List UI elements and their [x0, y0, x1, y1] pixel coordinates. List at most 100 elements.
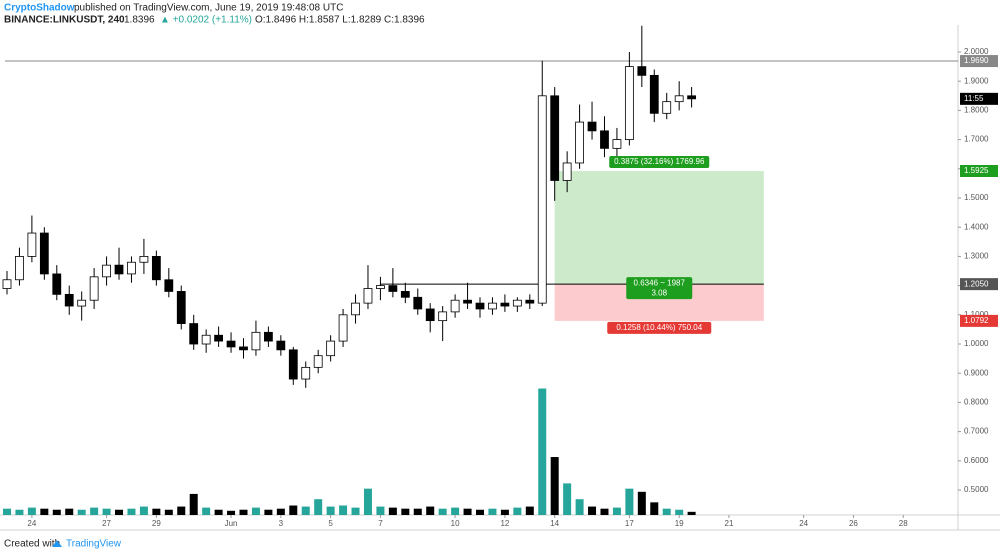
y-tick-label: 1.4000 [964, 222, 989, 231]
candle-body [575, 121, 584, 164]
candle-body [376, 285, 385, 289]
center-box [626, 277, 693, 300]
change: ▲ +0.0202 (+1.11%) [160, 15, 252, 26]
candle-body [674, 95, 684, 103]
volume-bar [227, 510, 236, 515]
volume-bar [189, 493, 198, 515]
candle-body [600, 130, 609, 149]
y-tick-label: 1.5000 [964, 193, 989, 202]
candle-body [139, 256, 149, 263]
candle-body [189, 323, 199, 345]
volume-bar [339, 505, 348, 515]
center-text: 3.08 [651, 288, 667, 297]
volume-bar [662, 508, 671, 515]
x-tick-label: 7 [378, 519, 383, 528]
candle-body [39, 232, 49, 275]
candle-body [89, 276, 99, 301]
volume-bar [376, 506, 385, 515]
y-tick-label: 1.1000 [964, 310, 989, 319]
candle-body [351, 302, 360, 316]
x-tick-label: 28 [899, 519, 908, 528]
volume-bar [65, 508, 74, 515]
candle-body [475, 302, 485, 310]
volume-bar [451, 507, 460, 515]
volume-bar [650, 502, 659, 515]
candle-body [637, 66, 647, 76]
candle-body [27, 232, 37, 257]
candle-body [301, 366, 311, 380]
volume-bar [90, 507, 99, 515]
x-tick-label: 5 [328, 519, 333, 528]
y-tick-label: 1.8000 [964, 106, 989, 115]
candle-body [151, 256, 161, 281]
volume-bar [488, 508, 497, 515]
y-tick-label: 0.6000 [964, 456, 989, 465]
volume-bar [563, 483, 572, 515]
volume-bar [463, 508, 472, 515]
y-tick-label: 2.0000 [964, 47, 989, 56]
candle-body [276, 340, 286, 351]
last-price: 1.8396 [124, 15, 155, 26]
entry-label: 1.2050 [964, 279, 989, 288]
volume-bar [625, 488, 634, 515]
x-tick-label: 26 [849, 519, 858, 528]
y-tick-label: 1.7000 [964, 135, 989, 144]
candle-body [214, 334, 224, 342]
countdown: 11:55 [964, 94, 984, 103]
volume-bar [27, 507, 36, 515]
volume-bar [314, 499, 323, 515]
footer-created: Created with [4, 539, 60, 550]
volume-bar [264, 509, 273, 515]
symbol: BINANCE:LINKUSDT, 240 [4, 15, 125, 26]
volume-bar [363, 488, 372, 515]
volume-bar [600, 508, 609, 515]
candle-body [612, 139, 622, 149]
candle-body [338, 314, 348, 342]
x-tick-label: 14 [550, 519, 559, 528]
candle-body [500, 302, 510, 307]
candle-body [562, 162, 572, 181]
volume-bar [251, 507, 260, 515]
ohlc: O:1.8496 H:1.8587 L:1.8289 C:1.8396 [255, 15, 425, 26]
volume-bar [2, 508, 11, 515]
stop-label: 1.0792 [964, 316, 989, 325]
candle-body [326, 340, 336, 357]
candle-body [550, 95, 560, 181]
y-tick-label: 1.0000 [964, 339, 989, 348]
x-tick-label: 24 [27, 519, 36, 528]
candle-body [425, 308, 435, 322]
y-tick-label: 0.9000 [964, 368, 989, 377]
y-tick-label: 1.9000 [964, 76, 989, 85]
candle-body [687, 95, 697, 100]
volume-bar [388, 507, 397, 515]
brand-logo [52, 540, 62, 547]
x-tick-label: 27 [102, 519, 111, 528]
volume-bar [127, 508, 136, 515]
volume-bar [326, 506, 335, 515]
candle-body [313, 355, 323, 368]
x-tick-label: 12 [500, 519, 509, 528]
candle-body [127, 261, 136, 275]
volume-bar [525, 506, 534, 515]
candle-body [2, 279, 12, 289]
candle-body [488, 302, 497, 310]
footer-brand[interactable]: TradingView [66, 539, 122, 550]
target-text-box [609, 155, 710, 168]
candle-body [662, 101, 672, 114]
level-label: 1.9690 [964, 56, 989, 65]
volume-bar [301, 506, 310, 515]
candle-body [52, 273, 62, 295]
candle-body [288, 349, 298, 380]
candle-body [201, 334, 211, 345]
volume-bar [139, 506, 148, 515]
entry-label-tag [960, 278, 998, 291]
candle-body [64, 293, 74, 307]
volume-bar [426, 506, 435, 515]
volume-bar [276, 508, 285, 515]
volume-bar [513, 507, 522, 515]
author[interactable]: CryptoShadow [4, 3, 75, 14]
volume-bar [214, 509, 223, 515]
volume-bar [152, 508, 161, 515]
volume-bar [15, 509, 24, 515]
